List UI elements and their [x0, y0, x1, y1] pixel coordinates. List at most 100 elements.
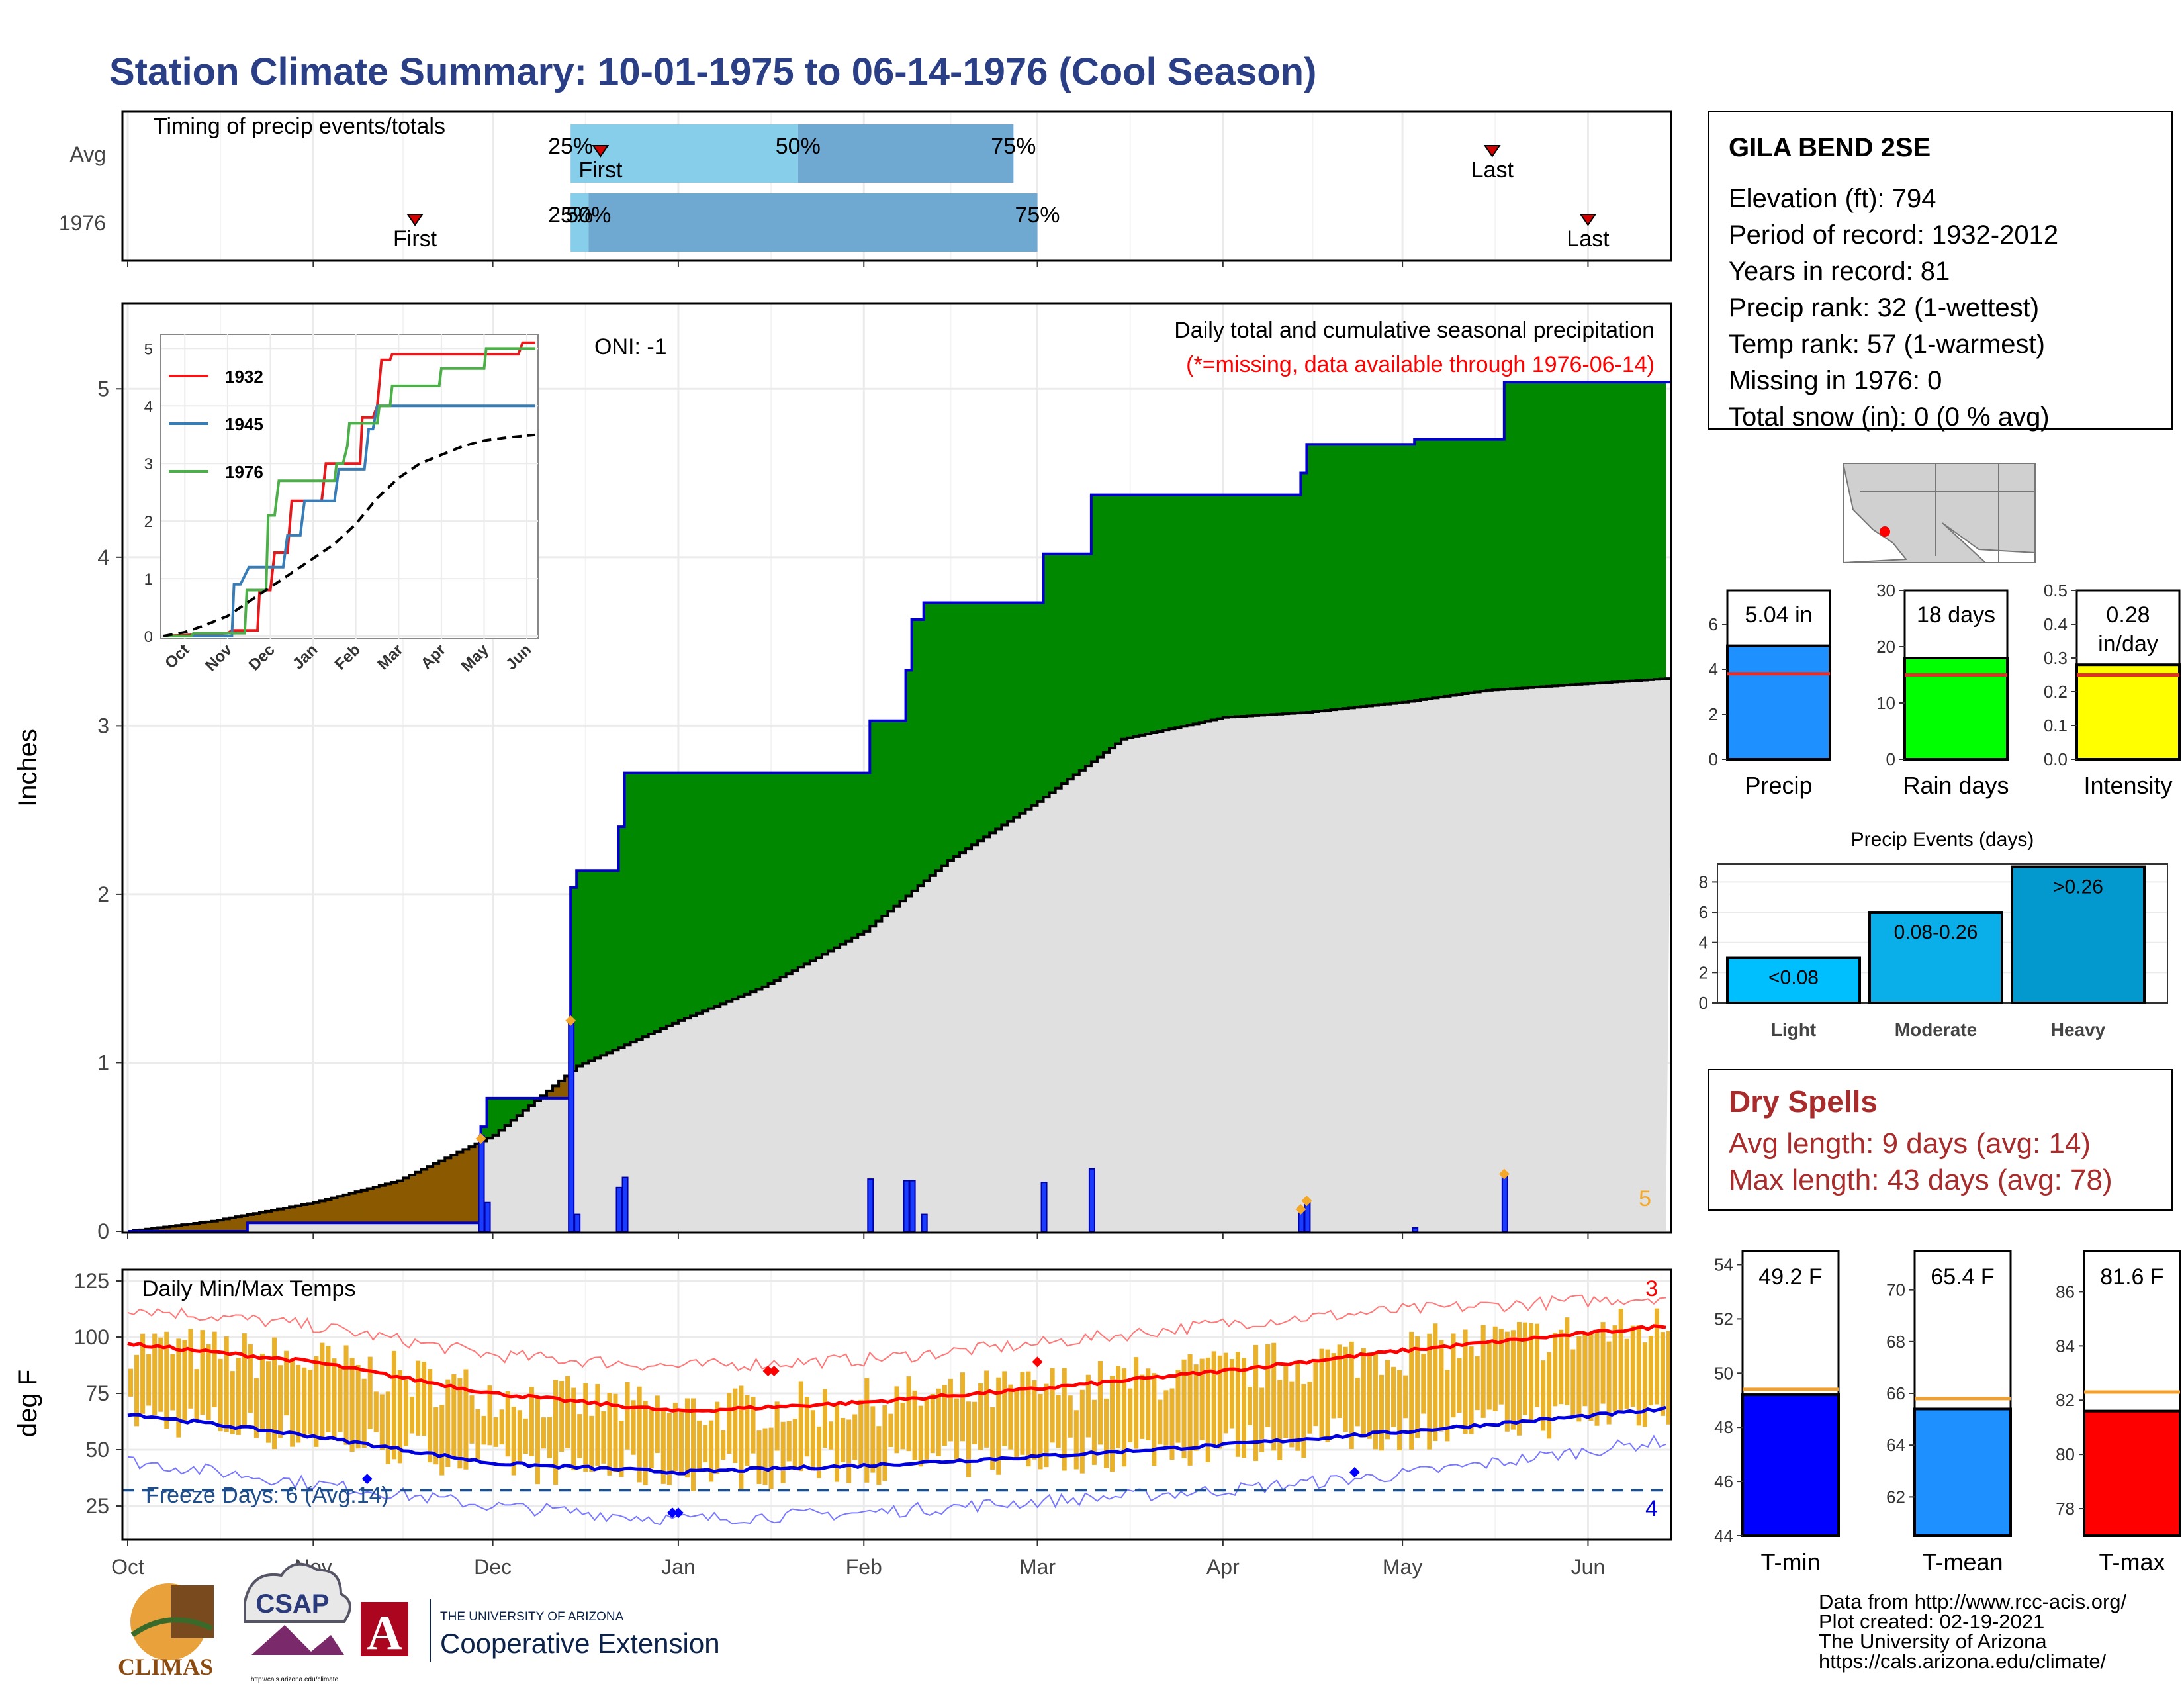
events-title: Precip Events (days)	[1851, 829, 2034, 851]
timing-first-label-1: First	[393, 226, 437, 252]
temp-ytick-label: 25	[85, 1494, 109, 1518]
summary-name-0: Precip	[1745, 772, 1812, 799]
precip-areas	[128, 381, 1672, 1233]
record-low-marker	[666, 1507, 678, 1519]
inset-lines	[163, 341, 536, 637]
daily-precip-bar	[478, 1134, 485, 1232]
events-ytick-label: 8	[1699, 872, 1708, 892]
daily-precip-bar	[615, 1186, 623, 1233]
inset-ytick-label: 1	[144, 571, 153, 588]
inset-legend-label-1945: 1945	[225, 414, 263, 434]
precip-ytick-label: 5	[97, 377, 109, 400]
temp-summary-name-0: T-min	[1761, 1548, 1821, 1575]
events-ytick-label: 2	[1699, 962, 1708, 982]
credit-line-1: Data from http://www.rcc-acis.org/	[1819, 1590, 2127, 1613]
events-bar-moderate	[1868, 911, 2003, 1004]
events-ytick-label: 4	[1699, 933, 1708, 953]
inset-ytick-label: 4	[144, 398, 153, 416]
daily-precip-bar	[867, 1178, 874, 1233]
temp-panel-frame	[121, 1268, 1672, 1541]
climas-wordmark: CLIMAS	[118, 1654, 213, 1680]
map-mexico	[1942, 522, 2036, 563]
timing-bar-high-0	[797, 124, 1014, 183]
temp-panel-label: Daily Min/Max Temps	[142, 1276, 355, 1301]
summary-value-label-1: 18 days	[1917, 602, 1995, 628]
inset-line-1976	[163, 347, 535, 637]
summary-bar-rain-days	[1903, 657, 2009, 761]
events-bar-heavy	[2011, 865, 2146, 1004]
university-logo: A THE UNIVERSITY OF ARIZONA Cooperative …	[361, 1599, 720, 1662]
normal-precip-area	[128, 679, 1672, 1231]
temp-summary-ytick-label-1: 64	[1886, 1435, 1905, 1455]
precip-y-title: Inches	[13, 729, 42, 807]
temp-summary-value-1: 65.4 F	[1931, 1264, 1994, 1289]
month-label-oct: Oct	[111, 1555, 144, 1579]
daily-precip-bar	[621, 1176, 629, 1232]
events-category-moderate: Moderate	[1895, 1019, 1977, 1040]
temp-summary-bar-t-min	[1741, 1393, 1840, 1537]
events-bar-label-heavy: >0.26	[2053, 876, 2103, 898]
temp-summary-ytick-label-2: 78	[2056, 1499, 2075, 1519]
csap-logo: CSAP http://cals.arizona.edu/climate	[244, 1562, 351, 1683]
month-label-dec: Dec	[474, 1555, 512, 1579]
record-low-marker	[672, 1507, 684, 1519]
temp-ytick-label: 125	[74, 1269, 109, 1293]
daily-precip-bar	[568, 1019, 575, 1233]
timing-last-label-0: Last	[1471, 158, 1514, 183]
timing-row-label-year: 1976	[59, 211, 106, 235]
timing-first-label-0: First	[578, 158, 623, 183]
timing-bar-low-0	[570, 124, 798, 183]
station-line-temp-rank: Temp rank: 57 (1-warmest)	[1729, 330, 2045, 359]
csap-cloud-shape	[244, 1562, 351, 1623]
precip-ytick-label: 2	[97, 882, 109, 906]
precip-panel-frame	[121, 302, 1672, 1234]
month-label-may: May	[1383, 1555, 1422, 1579]
precip-count-label: 5	[1639, 1186, 1651, 1211]
summary-ytick-label-2: 0.2	[2044, 682, 2068, 702]
daily-precip-bar	[1088, 1168, 1095, 1233]
inset-legend-label-1976: 1976	[225, 462, 263, 482]
timing-bar-high-1	[588, 193, 1038, 252]
events-bar-label-light: <0.08	[1768, 967, 1819, 989]
summary-ytick-label-0: 0	[1709, 749, 1718, 769]
temp-ytick-label: 75	[85, 1382, 109, 1405]
record-min-line	[127, 1434, 1666, 1526]
precip-ytick-label: 0	[97, 1219, 109, 1243]
daily-precip-bar	[574, 1213, 581, 1232]
record-max-line	[127, 1294, 1666, 1372]
temp-bars	[128, 1308, 1672, 1491]
csap-url: http://cals.arizona.edu/climate	[251, 1676, 339, 1683]
daily-precip-bar	[909, 1180, 916, 1232]
temp-summary-name-1: T-mean	[1922, 1548, 2003, 1575]
daily-precip-bar	[1412, 1227, 1419, 1232]
events-bar-label-moderate: 0.08-0.26	[1894, 921, 1978, 943]
timing-last-label-1: Last	[1567, 226, 1610, 252]
precip-ytick-label: 3	[97, 714, 109, 737]
station-location-marker	[1880, 526, 1890, 537]
heavy-event-marker	[565, 1015, 576, 1026]
climas-swoosh	[130, 1617, 213, 1638]
summary-ytick-label-2: 0.5	[2044, 581, 2068, 600]
observed-cumulative-line	[128, 381, 1672, 1233]
summary-ytick-label-0: 6	[1709, 614, 1718, 634]
summary-ytick-label-2: 0.4	[2044, 614, 2068, 634]
summary-value-unit-2: in/day	[2098, 632, 2158, 657]
station-info-box: GILA BEND 2SE Elevation (ft): 794 Period…	[1708, 111, 2173, 432]
freeze-days-label: Freeze Days: 6 (Avg:14)	[146, 1483, 389, 1508]
temp-summary-ytick-label-2: 84	[2056, 1336, 2075, 1356]
precip-panel-label: Daily total and cumulative seasonal prec…	[1174, 318, 1655, 343]
summary-bar-intensity	[2075, 663, 2181, 761]
daily-precip-bar	[1040, 1182, 1048, 1232]
timing-heading: Timing of precip events/totals	[154, 114, 445, 139]
summary-bar-precip	[1726, 644, 1831, 761]
dry-spells-box: Dry Spells Avg length: 9 days (avg: 14) …	[1708, 1069, 2173, 1211]
dry-spells-avg: Avg length: 9 days (avg: 14)	[1729, 1127, 2091, 1160]
avg-max-line	[127, 1324, 1666, 1413]
inset-legend: 1932 1945 1976	[169, 367, 263, 482]
month-label-mar: Mar	[1019, 1555, 1056, 1579]
inset-ytick-label: 3	[144, 455, 153, 473]
missing-data-note: (*=missing, data available through 1976-…	[1186, 352, 1655, 377]
month-label-apr: Apr	[1206, 1555, 1240, 1579]
csap-mountain-shape	[251, 1625, 344, 1655]
